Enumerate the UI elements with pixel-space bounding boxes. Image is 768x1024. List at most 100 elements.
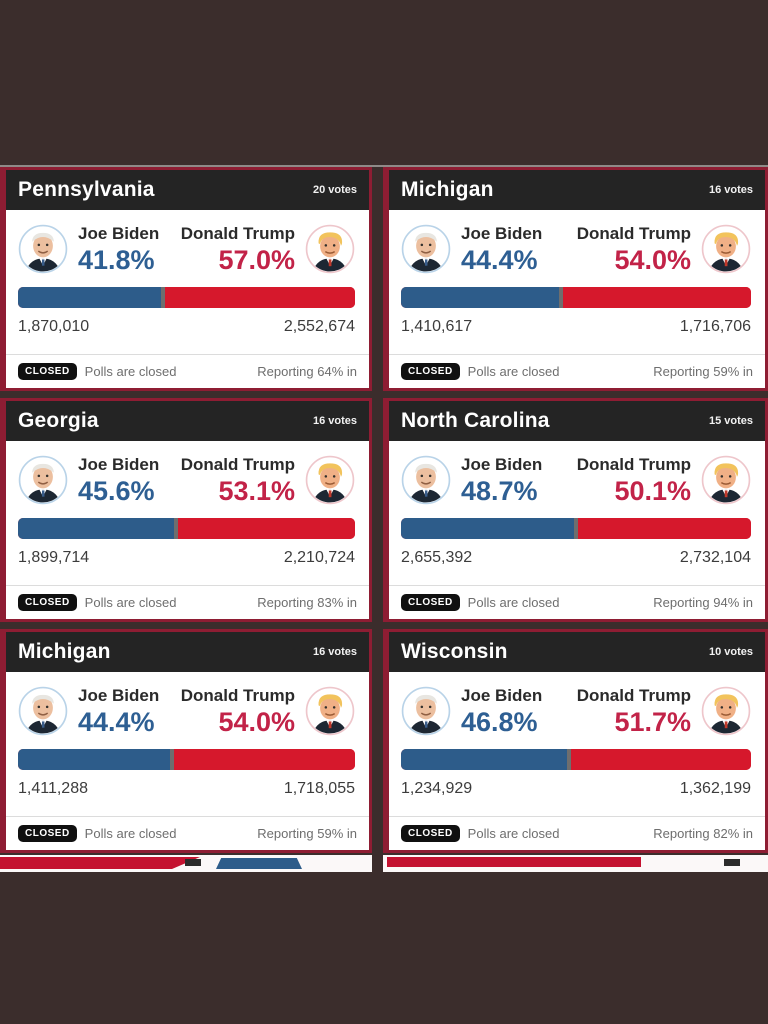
polls-closed-text: Polls are closed — [467, 364, 560, 379]
card-footer: CLOSED Polls are closed Reporting 59% in — [389, 354, 765, 388]
trump-percentage: 54.0% — [218, 707, 295, 737]
card-footer: CLOSED Polls are closed Reporting 94% in — [389, 585, 765, 619]
poll-status: CLOSED Polls are closed — [18, 825, 176, 842]
biden-percentage: 44.4% — [78, 707, 155, 737]
biden-avatar — [401, 455, 451, 505]
polls-closed-text: Polls are closed — [467, 826, 560, 841]
biden-candidate: Joe Biden 45.6% — [18, 455, 159, 505]
closed-badge: CLOSED — [18, 363, 77, 380]
trump-avatar — [701, 455, 751, 505]
cropped-card-fragment-left — [0, 855, 372, 872]
trump-percentage: 54.0% — [614, 245, 691, 275]
electoral-votes-label: 16 votes — [312, 415, 357, 427]
text-fragment-mark — [185, 859, 201, 866]
vote-share-bar — [401, 287, 751, 309]
red-bar-fragment — [0, 857, 200, 869]
state-result-card: Michigan 16 votes — [0, 629, 372, 853]
electoral-votes-label: 20 votes — [312, 184, 357, 196]
poll-status: CLOSED Polls are closed — [401, 363, 559, 380]
state-result-card: Michigan 16 votes — [383, 167, 768, 391]
card-body: Joe Biden 46.8% — [389, 672, 765, 816]
bar-trump-segment — [164, 287, 355, 309]
state-result-card: Wisconsin 10 votes — [383, 629, 768, 853]
biden-percentage: 46.8% — [461, 707, 538, 737]
biden-percentage: 41.8% — [78, 245, 155, 275]
biden-name: Joe Biden — [78, 224, 160, 243]
cropped-card-fragment-right — [383, 855, 768, 872]
bar-trump-segment — [173, 749, 355, 771]
card-footer: CLOSED Polls are closed Reporting 82% in — [389, 816, 765, 850]
bar-biden-segment — [401, 749, 568, 771]
biden-vote-count: 1,234,929 — [401, 780, 473, 798]
card-body: Joe Biden 44.4% — [6, 672, 369, 816]
trump-name: Donald Trump — [180, 455, 295, 474]
biden-vote-count: 1,411,288 — [18, 780, 88, 798]
bar-biden-segment — [18, 749, 170, 771]
trump-text: Donald Trump 54.0% — [181, 686, 295, 736]
biden-candidate: Joe Biden 44.4% — [18, 686, 159, 736]
card-body: Joe Biden 45.6% — [6, 441, 369, 585]
bar-trump-segment — [177, 518, 355, 540]
candidates-row: Joe Biden 48.7% — [401, 455, 751, 505]
trump-vote-count: 1,362,199 — [679, 780, 751, 798]
trump-vote-count: 1,718,055 — [283, 780, 355, 798]
card-header: Michigan 16 votes — [389, 170, 765, 210]
vote-share-bar — [18, 287, 355, 309]
trump-text: Donald Trump 54.0% — [577, 224, 691, 274]
trump-avatar — [701, 686, 751, 736]
cropped-fragments-row — [0, 855, 768, 872]
reporting-status: Reporting 94% in — [653, 595, 753, 610]
state-name: Pennsylvania — [18, 178, 155, 201]
closed-badge: CLOSED — [18, 594, 77, 611]
biden-text: Joe Biden 46.8% — [461, 686, 542, 736]
biden-avatar — [401, 224, 451, 274]
reporting-status: Reporting 59% in — [653, 364, 753, 379]
biden-vote-count: 2,655,392 — [401, 549, 473, 567]
vote-counts-row: 1,870,010 2,552,674 — [18, 318, 355, 336]
card-body: Joe Biden 48.7% — [389, 441, 765, 585]
trump-avatar — [305, 224, 355, 274]
biden-avatar — [18, 686, 68, 736]
vote-share-bar — [18, 518, 355, 540]
vote-share-bar — [401, 749, 751, 771]
vote-share-bar — [401, 518, 751, 540]
trump-candidate: Donald Trump 54.0% — [181, 686, 355, 736]
poll-status: CLOSED Polls are closed — [18, 363, 176, 380]
vote-counts-row: 2,655,392 2,732,104 — [401, 549, 751, 567]
poll-status: CLOSED Polls are closed — [401, 594, 559, 611]
biden-name: Joe Biden — [78, 686, 160, 705]
biden-vote-count: 1,870,010 — [18, 318, 90, 336]
trump-percentage: 51.7% — [614, 707, 691, 737]
election-results-collage: Pennsylvania 20 votes — [0, 165, 768, 872]
card-footer: CLOSED Polls are closed Reporting 59% in — [6, 816, 369, 850]
bar-biden-segment — [18, 287, 161, 309]
bar-divider — [173, 518, 178, 540]
poll-status: CLOSED Polls are closed — [18, 594, 176, 611]
candidates-row: Joe Biden 44.4% — [18, 686, 355, 736]
trump-text: Donald Trump 53.1% — [181, 455, 295, 505]
bar-trump-segment — [562, 287, 751, 309]
candidates-row: Joe Biden 44.4% — [401, 224, 751, 274]
blue-bar-fragment — [216, 858, 302, 869]
closed-badge: CLOSED — [18, 825, 77, 842]
biden-avatar — [18, 455, 68, 505]
state-result-card: North Carolina 15 votes — [383, 398, 768, 622]
polls-closed-text: Polls are closed — [84, 364, 177, 379]
closed-badge: CLOSED — [401, 825, 460, 842]
biden-percentage: 44.4% — [461, 245, 538, 275]
vote-counts-row: 1,410,617 1,716,706 — [401, 318, 751, 336]
biden-text: Joe Biden 45.6% — [78, 455, 159, 505]
reporting-status: Reporting 82% in — [653, 826, 753, 841]
vote-counts-row: 1,234,929 1,362,199 — [401, 780, 751, 798]
reporting-status: Reporting 59% in — [257, 826, 357, 841]
closed-badge: CLOSED — [401, 363, 460, 380]
bar-divider — [573, 518, 578, 540]
card-footer: CLOSED Polls are closed Reporting 83% in — [6, 585, 369, 619]
vote-counts-row: 1,411,288 1,718,055 — [18, 780, 355, 798]
trump-percentage: 53.1% — [218, 476, 295, 506]
reporting-status: Reporting 64% in — [257, 364, 357, 379]
bar-trump-segment — [577, 518, 751, 540]
trump-candidate: Donald Trump 53.1% — [181, 455, 355, 505]
polls-closed-text: Polls are closed — [467, 595, 560, 610]
bar-divider — [160, 287, 165, 309]
